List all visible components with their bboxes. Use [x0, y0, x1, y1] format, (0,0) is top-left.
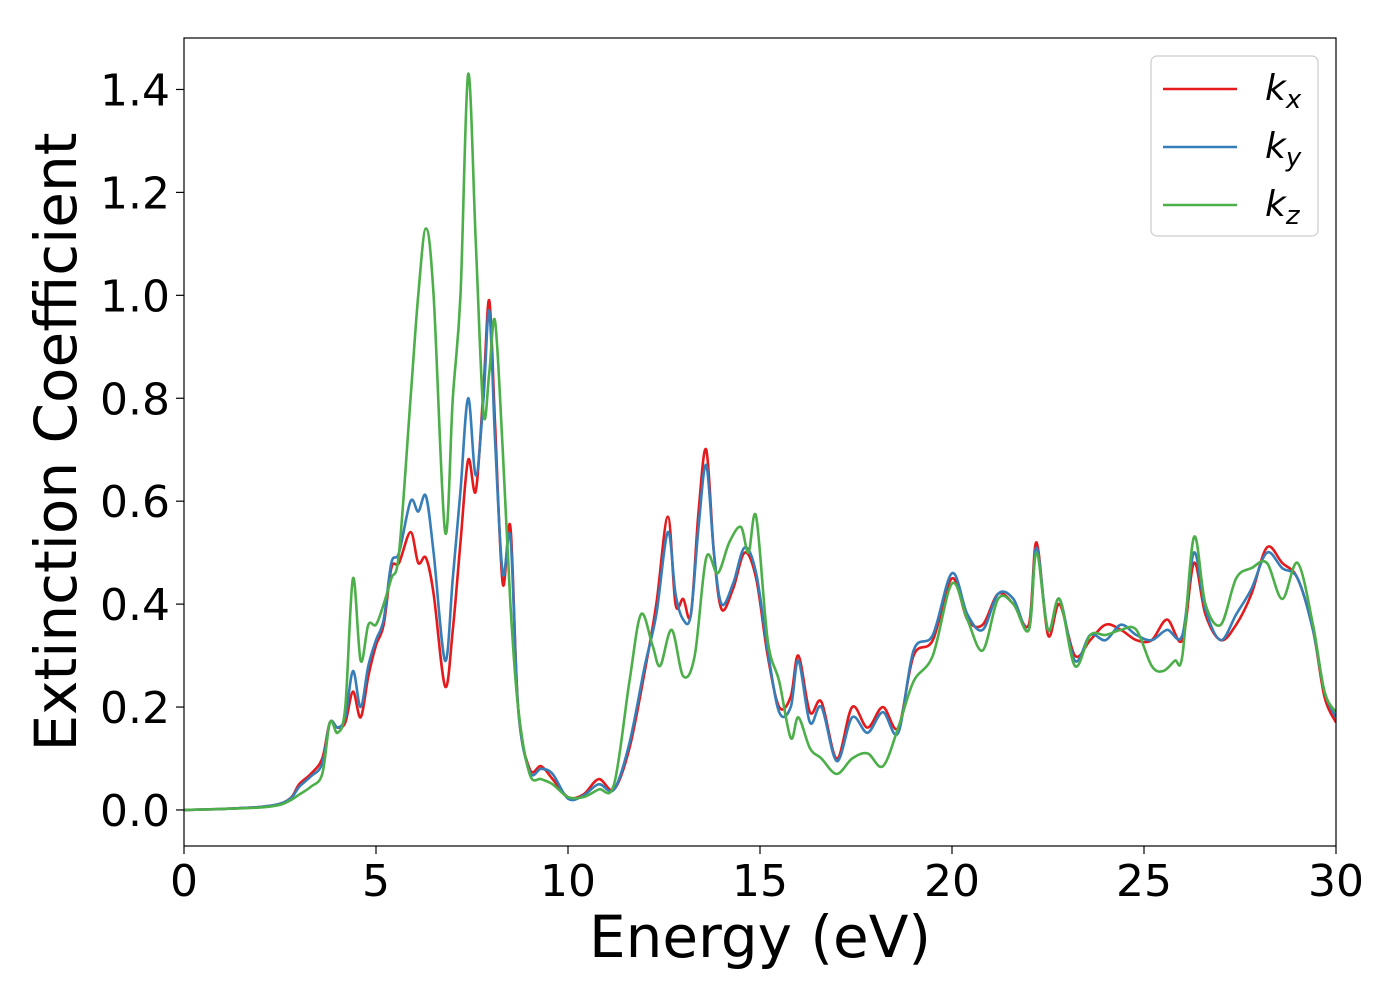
- x-tick-label: 0: [170, 856, 198, 907]
- legend-label-ky: ky: [1265, 126, 1302, 173]
- x-tick-label: 30: [1308, 856, 1364, 907]
- x-tick-label: 5: [362, 856, 390, 907]
- y-tick-label: 1.0: [100, 271, 170, 322]
- y-tick-label: 0.4: [100, 580, 170, 631]
- y-axis-label: Extinction Coefficient: [22, 133, 90, 752]
- x-tick-label: 10: [540, 856, 596, 907]
- legend: kx ky kz: [1150, 55, 1319, 237]
- y-tick-label: 0.0: [100, 786, 170, 837]
- x-tick-label: 20: [924, 856, 980, 907]
- x-axis-ticks: 0 5 10 15 20 25 30: [170, 846, 1364, 907]
- y-tick-label: 0.6: [100, 477, 170, 528]
- y-tick-label: 1.4: [100, 65, 170, 116]
- series-layer: [184, 72, 1336, 812]
- legend-label-kx: kx: [1265, 68, 1302, 115]
- series-line-ky: [184, 309, 1336, 812]
- legend-label-kz: kz: [1265, 184, 1301, 231]
- y-tick-label: 0.2: [100, 683, 170, 734]
- x-tick-label: 15: [732, 856, 788, 907]
- x-tick-label: 25: [1116, 856, 1172, 907]
- x-axis-label: Energy (eV): [589, 903, 931, 971]
- y-axis-ticks: 0.0 0.2 0.4 0.6 0.8 1.0 1.2 1.4: [100, 65, 184, 837]
- y-tick-label: 0.8: [100, 374, 170, 425]
- series-line-kz: [184, 72, 1336, 812]
- y-tick-label: 1.2: [100, 168, 170, 219]
